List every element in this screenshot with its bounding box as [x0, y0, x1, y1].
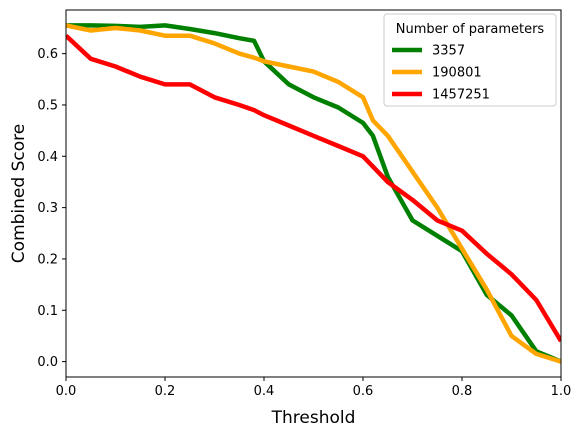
- y-tick-label: 0.5: [37, 98, 58, 113]
- y-axis: 0.0 0.1 0.2 0.3 0.4 0.5 0.6: [37, 47, 66, 370]
- x-tick-label: 0.2: [155, 384, 176, 399]
- y-tick-label: 0.6: [37, 47, 58, 62]
- series-line-1457251: [66, 34, 561, 343]
- legend-box: [383, 13, 557, 107]
- x-axis-label: Threshold: [271, 408, 356, 428]
- legend-label-1457251: 1457251: [432, 88, 490, 103]
- x-tick-label: 0.4: [254, 384, 275, 399]
- y-tick-label: 0.4: [37, 150, 58, 165]
- y-tick-label: 0.2: [37, 252, 58, 267]
- y-axis-label: Combined Score: [9, 124, 29, 263]
- x-tick-label: 0.6: [353, 384, 374, 399]
- plot-frame: [65, 9, 562, 378]
- x-tick-label: 1.0: [551, 384, 572, 399]
- legend: Number of parameters 3357 190801 1457251: [383, 13, 557, 107]
- y-tick-label: 0.0: [37, 355, 58, 370]
- y-tick-label: 0.3: [37, 201, 58, 216]
- x-tick-label: 0.0: [56, 384, 77, 399]
- legend-title: Number of parameters: [396, 22, 545, 37]
- legend-entries: 3357 190801 1457251: [392, 44, 490, 103]
- series-line-190801: [66, 23, 561, 364]
- x-tick-label: 0.8: [452, 384, 473, 399]
- y-tick-label: 0.1: [37, 304, 58, 319]
- series-layer: [66, 23, 561, 364]
- legend-label-190801: 190801: [432, 66, 482, 81]
- x-axis: 0.0 0.2 0.4 0.6 0.8 1.0: [56, 377, 572, 399]
- legend-label-3357: 3357: [432, 44, 465, 59]
